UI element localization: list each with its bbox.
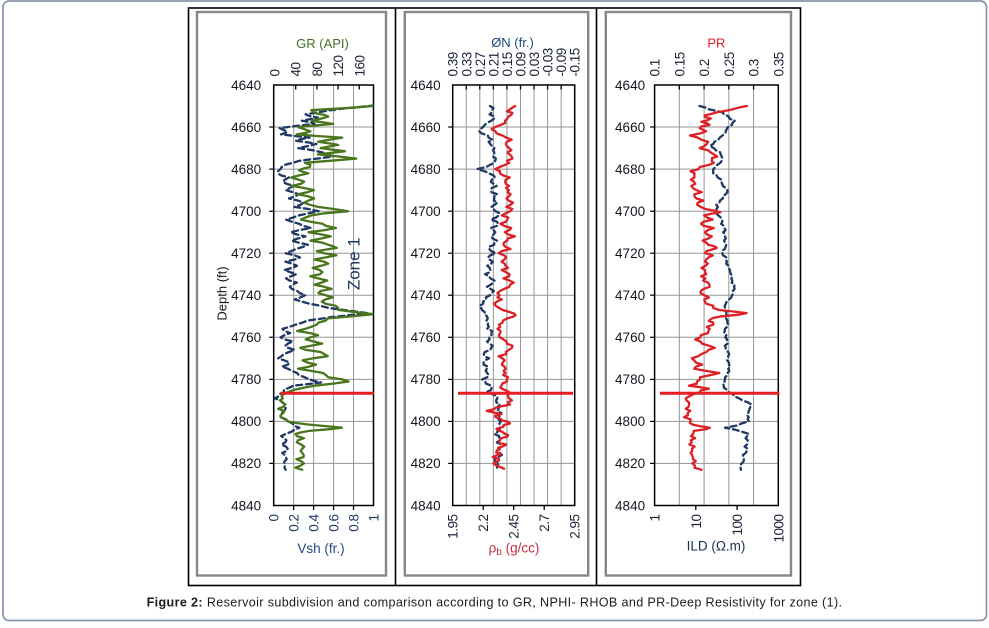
svg-text:4800: 4800 bbox=[231, 414, 261, 429]
svg-text:0: 0 bbox=[268, 69, 283, 76]
svg-text:4800: 4800 bbox=[615, 414, 645, 429]
svg-text:0.21: 0.21 bbox=[486, 52, 501, 76]
svg-text:0.1: 0.1 bbox=[648, 59, 663, 76]
svg-text:4760: 4760 bbox=[411, 330, 441, 345]
svg-text:4840: 4840 bbox=[411, 498, 441, 513]
svg-text:2.95: 2.95 bbox=[568, 515, 583, 539]
svg-text:4740: 4740 bbox=[615, 288, 645, 303]
svg-text:0.33: 0.33 bbox=[459, 52, 474, 76]
svg-text:4780: 4780 bbox=[615, 372, 645, 387]
svg-text:4780: 4780 bbox=[411, 372, 441, 387]
svg-text:10: 10 bbox=[689, 515, 704, 529]
svg-text:120: 120 bbox=[331, 55, 346, 76]
svg-text:0.15: 0.15 bbox=[672, 52, 687, 76]
svg-text:0.3: 0.3 bbox=[747, 59, 762, 76]
svg-text:4700: 4700 bbox=[615, 204, 645, 219]
svg-text:4840: 4840 bbox=[231, 498, 261, 513]
svg-text:4720: 4720 bbox=[231, 246, 261, 261]
svg-text:4760: 4760 bbox=[615, 330, 645, 345]
svg-text:4740: 4740 bbox=[411, 288, 441, 303]
svg-text:4820: 4820 bbox=[411, 456, 441, 471]
svg-text:0.2: 0.2 bbox=[287, 515, 302, 532]
svg-text:80: 80 bbox=[310, 62, 325, 76]
svg-text:0.15: 0.15 bbox=[500, 52, 515, 76]
svg-text:4640: 4640 bbox=[231, 78, 261, 93]
svg-text:160: 160 bbox=[352, 55, 367, 76]
svg-text:1.95: 1.95 bbox=[446, 515, 461, 539]
svg-text:4800: 4800 bbox=[411, 414, 441, 429]
svg-text:0.27: 0.27 bbox=[473, 52, 488, 76]
svg-text:ØN (fr.): ØN (fr.) bbox=[491, 35, 534, 50]
svg-text:4840: 4840 bbox=[615, 498, 645, 513]
svg-text:Depth (ft): Depth (ft) bbox=[215, 266, 230, 320]
svg-text:4680: 4680 bbox=[231, 162, 261, 177]
svg-text:4680: 4680 bbox=[411, 162, 441, 177]
svg-text:4820: 4820 bbox=[231, 456, 261, 471]
svg-text:-0.03: -0.03 bbox=[541, 48, 556, 76]
svg-text:4820: 4820 bbox=[615, 456, 645, 471]
svg-text:4720: 4720 bbox=[615, 246, 645, 261]
svg-text:4660: 4660 bbox=[411, 120, 441, 135]
svg-text:2.2: 2.2 bbox=[476, 515, 491, 532]
svg-text:ILD (Ω.m): ILD (Ω.m) bbox=[687, 539, 746, 554]
svg-text:1000: 1000 bbox=[771, 515, 786, 543]
svg-text:100: 100 bbox=[730, 515, 745, 536]
svg-text:Figure 2: Reservoir subdivisio: Figure 2: Reservoir subdivision and comp… bbox=[147, 596, 843, 610]
svg-text:0.8: 0.8 bbox=[347, 515, 362, 532]
svg-text:2.7: 2.7 bbox=[537, 515, 552, 532]
svg-text:0.4: 0.4 bbox=[307, 514, 322, 532]
svg-text:0.35: 0.35 bbox=[771, 52, 786, 76]
svg-text:Zone 1: Zone 1 bbox=[344, 237, 363, 290]
svg-text:4740: 4740 bbox=[231, 288, 261, 303]
svg-text:4680: 4680 bbox=[615, 162, 645, 177]
svg-text:0.09: 0.09 bbox=[514, 52, 529, 76]
svg-text:0.03: 0.03 bbox=[527, 52, 542, 76]
svg-text:-0.09: -0.09 bbox=[554, 48, 569, 76]
svg-text:4660: 4660 bbox=[615, 120, 645, 135]
svg-text:0.2: 0.2 bbox=[697, 59, 712, 76]
svg-text:4700: 4700 bbox=[231, 204, 261, 219]
svg-text:4640: 4640 bbox=[615, 78, 645, 93]
svg-text:4700: 4700 bbox=[411, 204, 441, 219]
svg-text:2.45: 2.45 bbox=[507, 515, 522, 539]
svg-text:1: 1 bbox=[367, 515, 382, 522]
svg-text:0.39: 0.39 bbox=[446, 52, 461, 76]
svg-text:0: 0 bbox=[267, 515, 282, 522]
svg-text:4660: 4660 bbox=[231, 120, 261, 135]
svg-text:PR: PR bbox=[707, 36, 725, 51]
svg-text:ρb (g/cc): ρb (g/cc) bbox=[489, 541, 540, 559]
svg-text:4640: 4640 bbox=[411, 78, 441, 93]
svg-text:Vsh (fr.): Vsh (fr.) bbox=[297, 541, 344, 556]
svg-text:0.6: 0.6 bbox=[327, 515, 342, 532]
svg-text:4780: 4780 bbox=[231, 372, 261, 387]
svg-text:4760: 4760 bbox=[231, 330, 261, 345]
svg-text:40: 40 bbox=[289, 62, 304, 76]
svg-text:0.25: 0.25 bbox=[722, 52, 737, 76]
svg-text:4720: 4720 bbox=[411, 246, 441, 261]
svg-text:GR (API): GR (API) bbox=[296, 36, 349, 51]
svg-text:-0.15: -0.15 bbox=[568, 48, 583, 76]
svg-text:1: 1 bbox=[648, 515, 663, 522]
